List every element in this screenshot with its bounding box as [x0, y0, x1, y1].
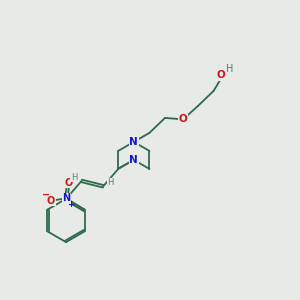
Text: −: − — [42, 190, 50, 200]
Text: N: N — [129, 155, 138, 165]
Text: O: O — [47, 196, 55, 206]
Text: O: O — [64, 178, 73, 188]
Text: H: H — [71, 173, 77, 182]
Text: +: + — [67, 200, 74, 209]
Text: O: O — [178, 114, 188, 124]
Text: N: N — [62, 193, 70, 203]
Text: N: N — [129, 137, 138, 147]
Text: H: H — [226, 64, 233, 74]
Text: H: H — [107, 178, 114, 187]
Text: O: O — [217, 70, 226, 80]
